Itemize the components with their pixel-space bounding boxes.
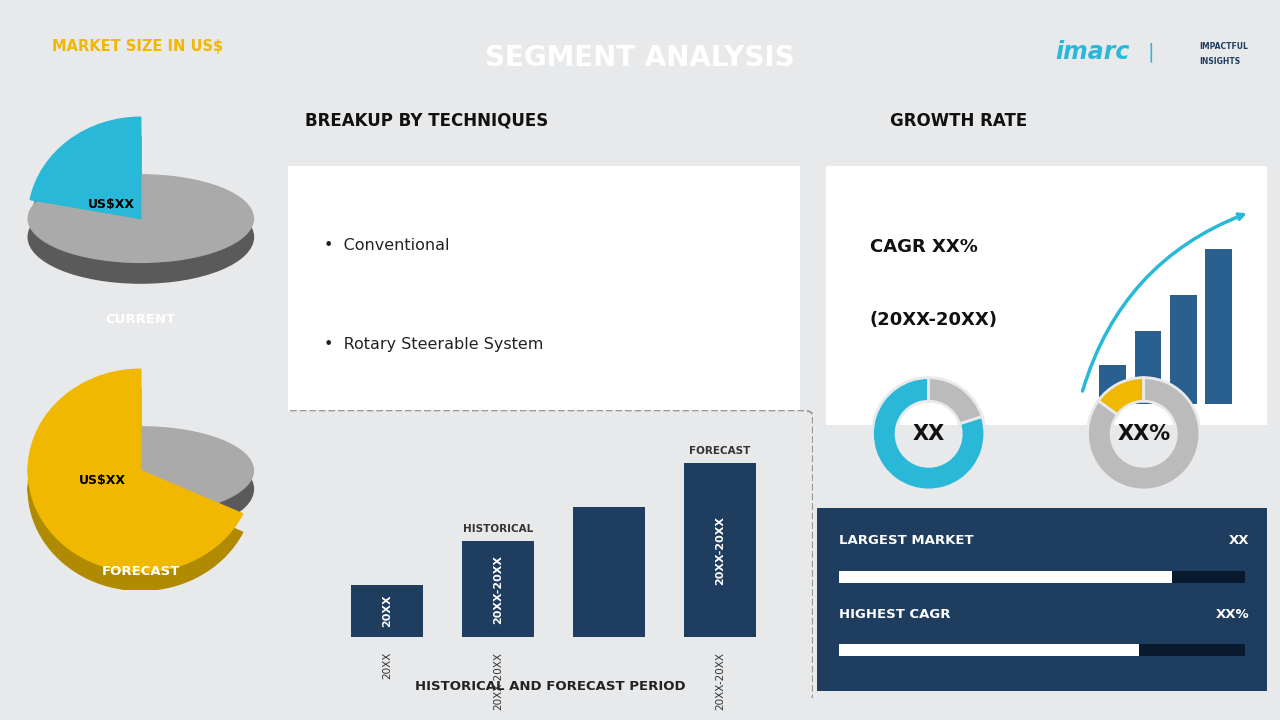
FancyBboxPatch shape bbox=[840, 571, 1171, 583]
Ellipse shape bbox=[28, 427, 253, 514]
Wedge shape bbox=[929, 377, 982, 424]
Text: 20XX: 20XX bbox=[383, 652, 393, 680]
Bar bbox=[462, 541, 534, 637]
Text: •  Conventional: • Conventional bbox=[324, 238, 449, 253]
Text: CAGR XX%: CAGR XX% bbox=[870, 238, 978, 256]
Ellipse shape bbox=[28, 175, 253, 262]
Text: XX%: XX% bbox=[1117, 424, 1170, 444]
Text: US$XX: US$XX bbox=[78, 474, 125, 487]
FancyBboxPatch shape bbox=[278, 163, 805, 430]
Text: CURRENT: CURRENT bbox=[106, 313, 175, 326]
FancyBboxPatch shape bbox=[817, 163, 1271, 430]
Text: XX: XX bbox=[1229, 534, 1249, 547]
Bar bbox=[573, 507, 645, 637]
Text: LARGEST MARKET: LARGEST MARKET bbox=[840, 534, 974, 547]
Bar bbox=[684, 463, 756, 637]
Text: BREAKUP BY TECHNIQUES: BREAKUP BY TECHNIQUES bbox=[306, 112, 549, 130]
Wedge shape bbox=[1098, 377, 1144, 415]
Text: XX: XX bbox=[913, 424, 945, 444]
Text: 20XX-20XX: 20XX-20XX bbox=[493, 652, 503, 710]
Text: MARKET SIZE IN US$: MARKET SIZE IN US$ bbox=[52, 40, 223, 54]
Wedge shape bbox=[28, 387, 243, 590]
Text: 20XX-20XX: 20XX-20XX bbox=[714, 652, 724, 710]
FancyBboxPatch shape bbox=[1170, 295, 1197, 404]
Text: INSIGHTS: INSIGHTS bbox=[1199, 57, 1240, 66]
FancyBboxPatch shape bbox=[283, 410, 813, 701]
Ellipse shape bbox=[28, 191, 253, 283]
Text: imarc: imarc bbox=[1055, 40, 1129, 64]
FancyBboxPatch shape bbox=[1100, 365, 1126, 404]
Text: 20XX-20XX: 20XX-20XX bbox=[493, 555, 503, 624]
FancyBboxPatch shape bbox=[840, 644, 1139, 657]
Text: FORECAST: FORECAST bbox=[689, 446, 750, 456]
Wedge shape bbox=[1088, 377, 1199, 490]
Text: GROWTH RATE: GROWTH RATE bbox=[890, 112, 1027, 130]
Ellipse shape bbox=[28, 443, 253, 535]
Text: 20XX-20XX: 20XX-20XX bbox=[714, 516, 724, 585]
Wedge shape bbox=[28, 369, 243, 572]
Text: (20XX-20XX): (20XX-20XX) bbox=[870, 311, 998, 329]
Text: IMPACTFUL: IMPACTFUL bbox=[1199, 42, 1248, 51]
Text: HIGHEST CAGR: HIGHEST CAGR bbox=[840, 608, 951, 621]
Bar bbox=[351, 585, 424, 637]
Text: •  Rotary Steerable System: • Rotary Steerable System bbox=[324, 337, 543, 351]
Text: XX%: XX% bbox=[1216, 608, 1249, 621]
Text: HISTORICAL: HISTORICAL bbox=[463, 524, 534, 534]
FancyBboxPatch shape bbox=[840, 644, 1244, 657]
Text: 20XX: 20XX bbox=[383, 595, 393, 627]
Wedge shape bbox=[31, 135, 141, 237]
Wedge shape bbox=[873, 377, 984, 490]
Text: SEGMENT ANALYSIS: SEGMENT ANALYSIS bbox=[485, 44, 795, 71]
Text: |: | bbox=[1147, 42, 1153, 62]
FancyBboxPatch shape bbox=[1135, 331, 1161, 404]
FancyBboxPatch shape bbox=[803, 502, 1280, 697]
Wedge shape bbox=[31, 117, 141, 219]
FancyBboxPatch shape bbox=[1206, 248, 1231, 404]
FancyBboxPatch shape bbox=[840, 571, 1244, 583]
Text: FORECAST: FORECAST bbox=[101, 565, 180, 578]
Text: US$XX: US$XX bbox=[88, 198, 134, 211]
Text: HISTORICAL AND FORECAST PERIOD: HISTORICAL AND FORECAST PERIOD bbox=[415, 680, 686, 693]
